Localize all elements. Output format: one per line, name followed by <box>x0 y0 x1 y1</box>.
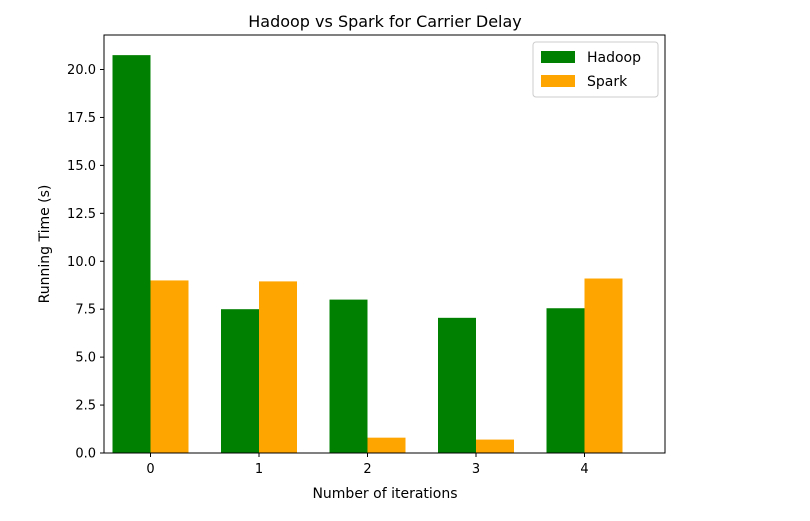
bar-spark-1 <box>259 281 297 453</box>
legend-label-hadoop: Hadoop <box>587 50 641 66</box>
bar-spark-4 <box>584 278 623 453</box>
y-tick-label: 17.5 <box>67 111 96 126</box>
legend: Hadoop Spark <box>532 41 659 98</box>
legend-label-spark: Spark <box>587 74 628 90</box>
legend-swatch-hadoop <box>541 51 575 63</box>
y-tick-label: 0.0 <box>75 447 96 462</box>
plot-frame <box>103 34 666 454</box>
y-tick-label: 12.5 <box>67 207 96 222</box>
bar-spark-2 <box>367 437 406 453</box>
chart-title: Hadoop vs Spark for Carrier Delay <box>248 12 522 31</box>
y-tick-label: 15.0 <box>67 159 96 174</box>
x-tick-label: 4 <box>580 462 588 477</box>
bar-hadoop-4 <box>546 308 585 453</box>
x-tick-label: 3 <box>472 462 480 477</box>
y-axis-label: Running Time (s) <box>37 185 53 304</box>
bar-spark-0 <box>150 280 189 453</box>
bar-spark-3 <box>476 439 514 453</box>
bar-hadoop-1 <box>221 309 259 453</box>
x-tick-label: 2 <box>363 462 371 477</box>
legend-swatch-spark <box>541 75 575 87</box>
bar-hadoop-3 <box>438 317 476 453</box>
x-axis-label: Number of iterations <box>312 486 457 502</box>
y-tick-label: 10.0 <box>67 255 96 270</box>
y-tick-label: 7.5 <box>75 303 96 318</box>
x-axis: 0 1 2 3 4 <box>146 453 589 477</box>
x-tick-label: 0 <box>146 462 154 477</box>
y-axis: 0.0 2.5 5.0 7.5 10.0 12.5 15.0 17.5 20.0 <box>67 63 104 462</box>
bar-hadoop-2 <box>329 299 368 453</box>
bar-hadoop-0 <box>112 55 151 453</box>
y-tick-label: 20.0 <box>67 63 96 78</box>
bars-group <box>112 55 623 453</box>
y-tick-label: 2.5 <box>75 399 96 414</box>
y-tick-label: 5.0 <box>75 351 96 366</box>
x-tick-label: 1 <box>255 462 263 477</box>
